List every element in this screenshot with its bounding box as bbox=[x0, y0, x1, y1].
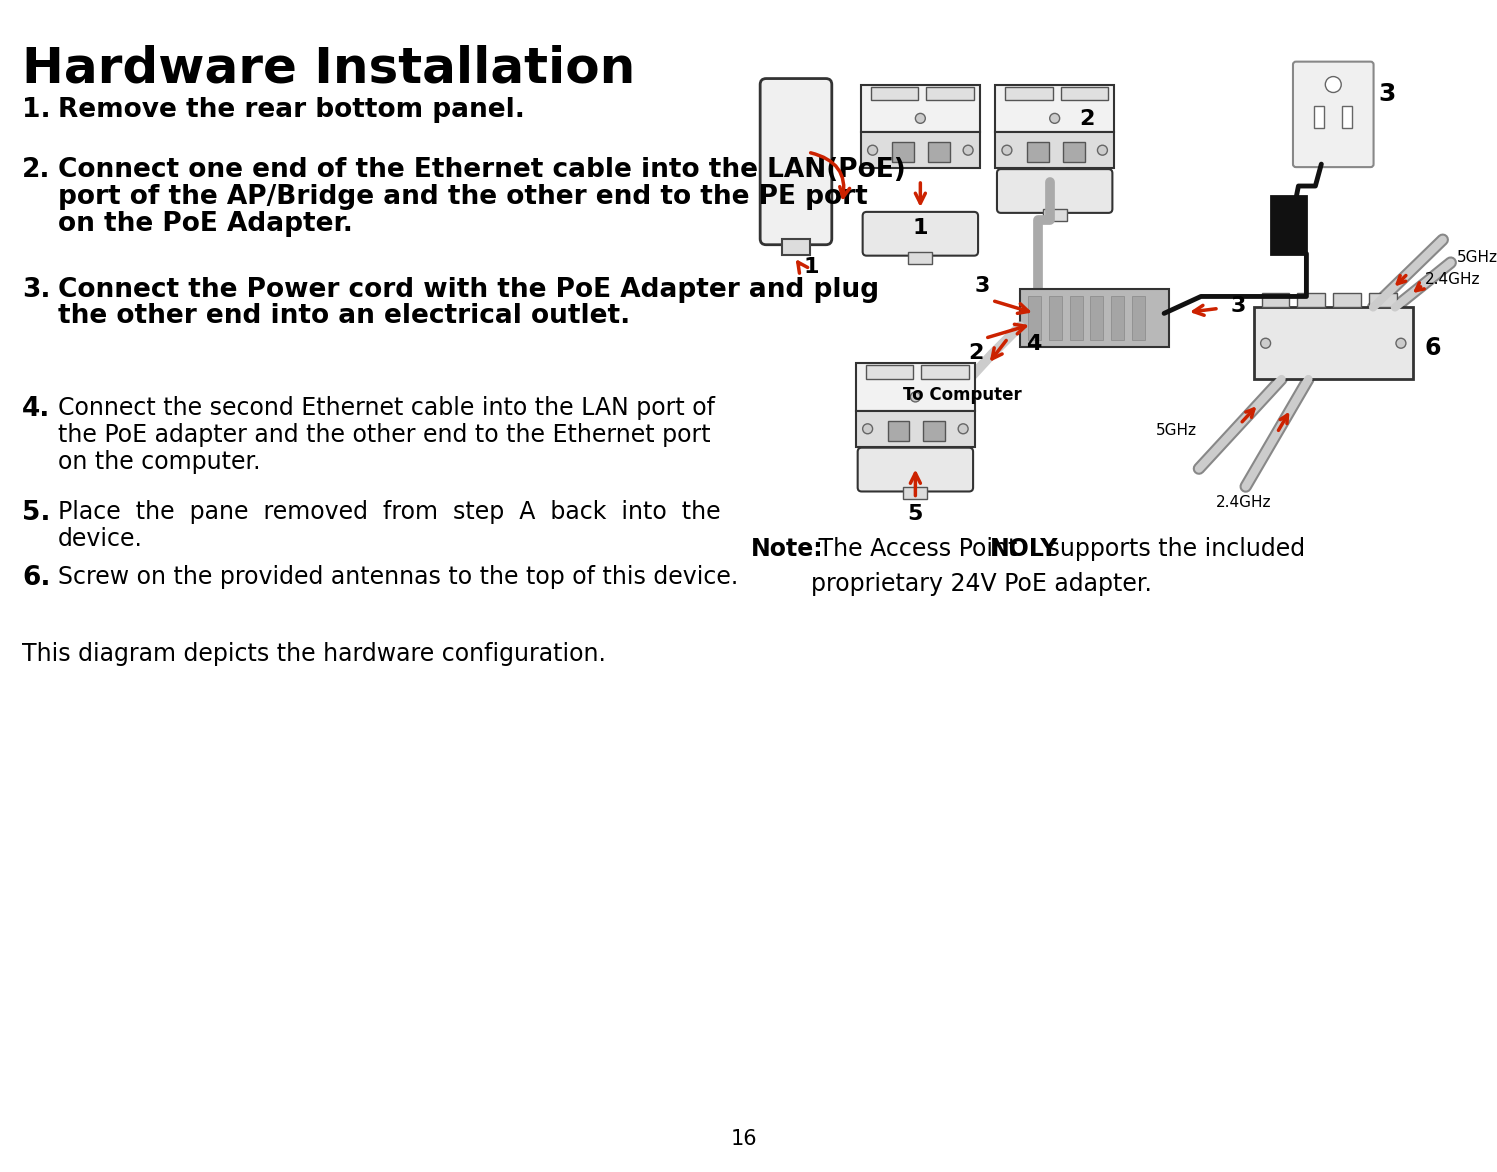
Text: 5.: 5. bbox=[22, 500, 51, 526]
Text: 1: 1 bbox=[913, 218, 928, 238]
Text: the other end into an electrical outlet.: the other end into an electrical outlet. bbox=[58, 304, 630, 329]
Text: port of the AP/Bridge and the other end to the PE port: port of the AP/Bridge and the other end … bbox=[58, 184, 867, 210]
FancyBboxPatch shape bbox=[862, 212, 978, 255]
Text: 2.4GHz: 2.4GHz bbox=[1216, 495, 1271, 510]
Bar bbox=[996, 84, 1114, 132]
Text: 16: 16 bbox=[731, 1129, 757, 1150]
Bar bbox=[1045, 168, 1064, 182]
Bar bbox=[865, 366, 913, 379]
Circle shape bbox=[1001, 145, 1012, 155]
Circle shape bbox=[1097, 145, 1108, 155]
Bar bbox=[871, 87, 918, 101]
Text: 4.: 4. bbox=[22, 396, 51, 422]
Text: Remove the rear bottom panel.: Remove the rear bottom panel. bbox=[58, 97, 524, 123]
Circle shape bbox=[1049, 114, 1060, 123]
Bar bbox=[1004, 87, 1052, 101]
Text: 5GHz: 5GHz bbox=[1457, 250, 1497, 265]
Bar bbox=[856, 411, 975, 447]
Bar bbox=[861, 84, 981, 132]
Text: 2.: 2. bbox=[22, 157, 51, 183]
Bar bbox=[1028, 297, 1040, 340]
Text: device.: device. bbox=[58, 527, 142, 551]
Text: 6: 6 bbox=[1425, 336, 1442, 360]
Text: Connect the second Ethernet cable into the LAN port of: Connect the second Ethernet cable into t… bbox=[58, 396, 714, 420]
Bar bbox=[996, 132, 1114, 168]
Text: 3: 3 bbox=[1379, 82, 1395, 107]
Bar bbox=[1334, 293, 1361, 307]
Circle shape bbox=[1260, 339, 1271, 348]
Text: proprietary 24V PoE adapter.: proprietary 24V PoE adapter. bbox=[811, 572, 1151, 597]
Bar bbox=[1132, 297, 1145, 340]
Bar bbox=[1027, 142, 1049, 162]
Bar bbox=[1343, 107, 1352, 128]
Bar bbox=[888, 421, 909, 441]
Text: on the computer.: on the computer. bbox=[58, 450, 260, 473]
Text: the PoE adapter and the other end to the Ethernet port: the PoE adapter and the other end to the… bbox=[58, 423, 711, 447]
Circle shape bbox=[1325, 76, 1341, 93]
Text: To Computer: To Computer bbox=[903, 386, 1021, 404]
Text: 3: 3 bbox=[1231, 297, 1246, 316]
Bar bbox=[921, 366, 969, 379]
Bar bbox=[1063, 142, 1084, 162]
Circle shape bbox=[862, 424, 873, 434]
Circle shape bbox=[910, 391, 921, 402]
Circle shape bbox=[915, 114, 925, 123]
Bar bbox=[1043, 209, 1067, 220]
Text: 4: 4 bbox=[1025, 334, 1042, 354]
Text: 2.4GHz: 2.4GHz bbox=[1425, 272, 1481, 287]
Text: Screw on the provided antennas to the top of this device.: Screw on the provided antennas to the to… bbox=[58, 565, 738, 590]
Text: 1.: 1. bbox=[22, 97, 51, 123]
Text: Connect the Power cord with the PoE Adapter and plug: Connect the Power cord with the PoE Adap… bbox=[58, 277, 879, 302]
Text: The Access Point: The Access Point bbox=[811, 537, 1025, 561]
Text: supports the included: supports the included bbox=[1040, 537, 1305, 561]
Text: 3.: 3. bbox=[22, 277, 51, 302]
Text: 3: 3 bbox=[975, 277, 990, 297]
Bar bbox=[927, 87, 975, 101]
Bar bbox=[1298, 293, 1325, 307]
Text: 2: 2 bbox=[969, 343, 984, 363]
Bar bbox=[892, 142, 915, 162]
Text: 5: 5 bbox=[907, 504, 924, 524]
Bar bbox=[1069, 297, 1082, 340]
Bar bbox=[909, 252, 933, 264]
Bar bbox=[856, 363, 975, 411]
Bar bbox=[1370, 293, 1397, 307]
Bar bbox=[1314, 107, 1325, 128]
Bar bbox=[781, 239, 810, 254]
Text: 6.: 6. bbox=[22, 565, 51, 591]
Bar bbox=[1253, 307, 1413, 379]
Text: Connect one end of the Ethernet cable into the LAN(PoE): Connect one end of the Ethernet cable in… bbox=[58, 157, 906, 183]
Bar bbox=[1262, 293, 1289, 307]
Text: 2: 2 bbox=[1079, 109, 1094, 129]
Bar bbox=[1049, 297, 1061, 340]
Bar bbox=[904, 488, 927, 499]
Text: on the PoE Adapter.: on the PoE Adapter. bbox=[58, 211, 353, 237]
Text: 5GHz: 5GHz bbox=[1156, 423, 1196, 438]
FancyBboxPatch shape bbox=[997, 169, 1112, 213]
Text: Hardware Installation: Hardware Installation bbox=[22, 45, 635, 93]
Bar bbox=[924, 421, 945, 441]
FancyBboxPatch shape bbox=[760, 79, 832, 245]
Circle shape bbox=[958, 424, 969, 434]
Text: Note:: Note: bbox=[751, 537, 823, 561]
Bar bbox=[1090, 297, 1103, 340]
Circle shape bbox=[1397, 339, 1406, 348]
Bar bbox=[1111, 297, 1124, 340]
Circle shape bbox=[963, 145, 973, 155]
Bar bbox=[1061, 87, 1108, 101]
Text: Place  the  pane  removed  from  step  A  back  into  the: Place the pane removed from step A back … bbox=[58, 500, 720, 524]
Text: 1: 1 bbox=[804, 257, 819, 277]
Bar bbox=[861, 132, 981, 168]
Text: NOLY: NOLY bbox=[990, 537, 1058, 561]
FancyBboxPatch shape bbox=[1293, 62, 1374, 168]
Bar bbox=[1019, 289, 1169, 347]
FancyBboxPatch shape bbox=[858, 448, 973, 491]
Circle shape bbox=[868, 145, 877, 155]
Bar bbox=[928, 142, 951, 162]
Bar bbox=[1271, 196, 1307, 253]
Text: This diagram depicts the hardware configuration.: This diagram depicts the hardware config… bbox=[22, 642, 606, 666]
